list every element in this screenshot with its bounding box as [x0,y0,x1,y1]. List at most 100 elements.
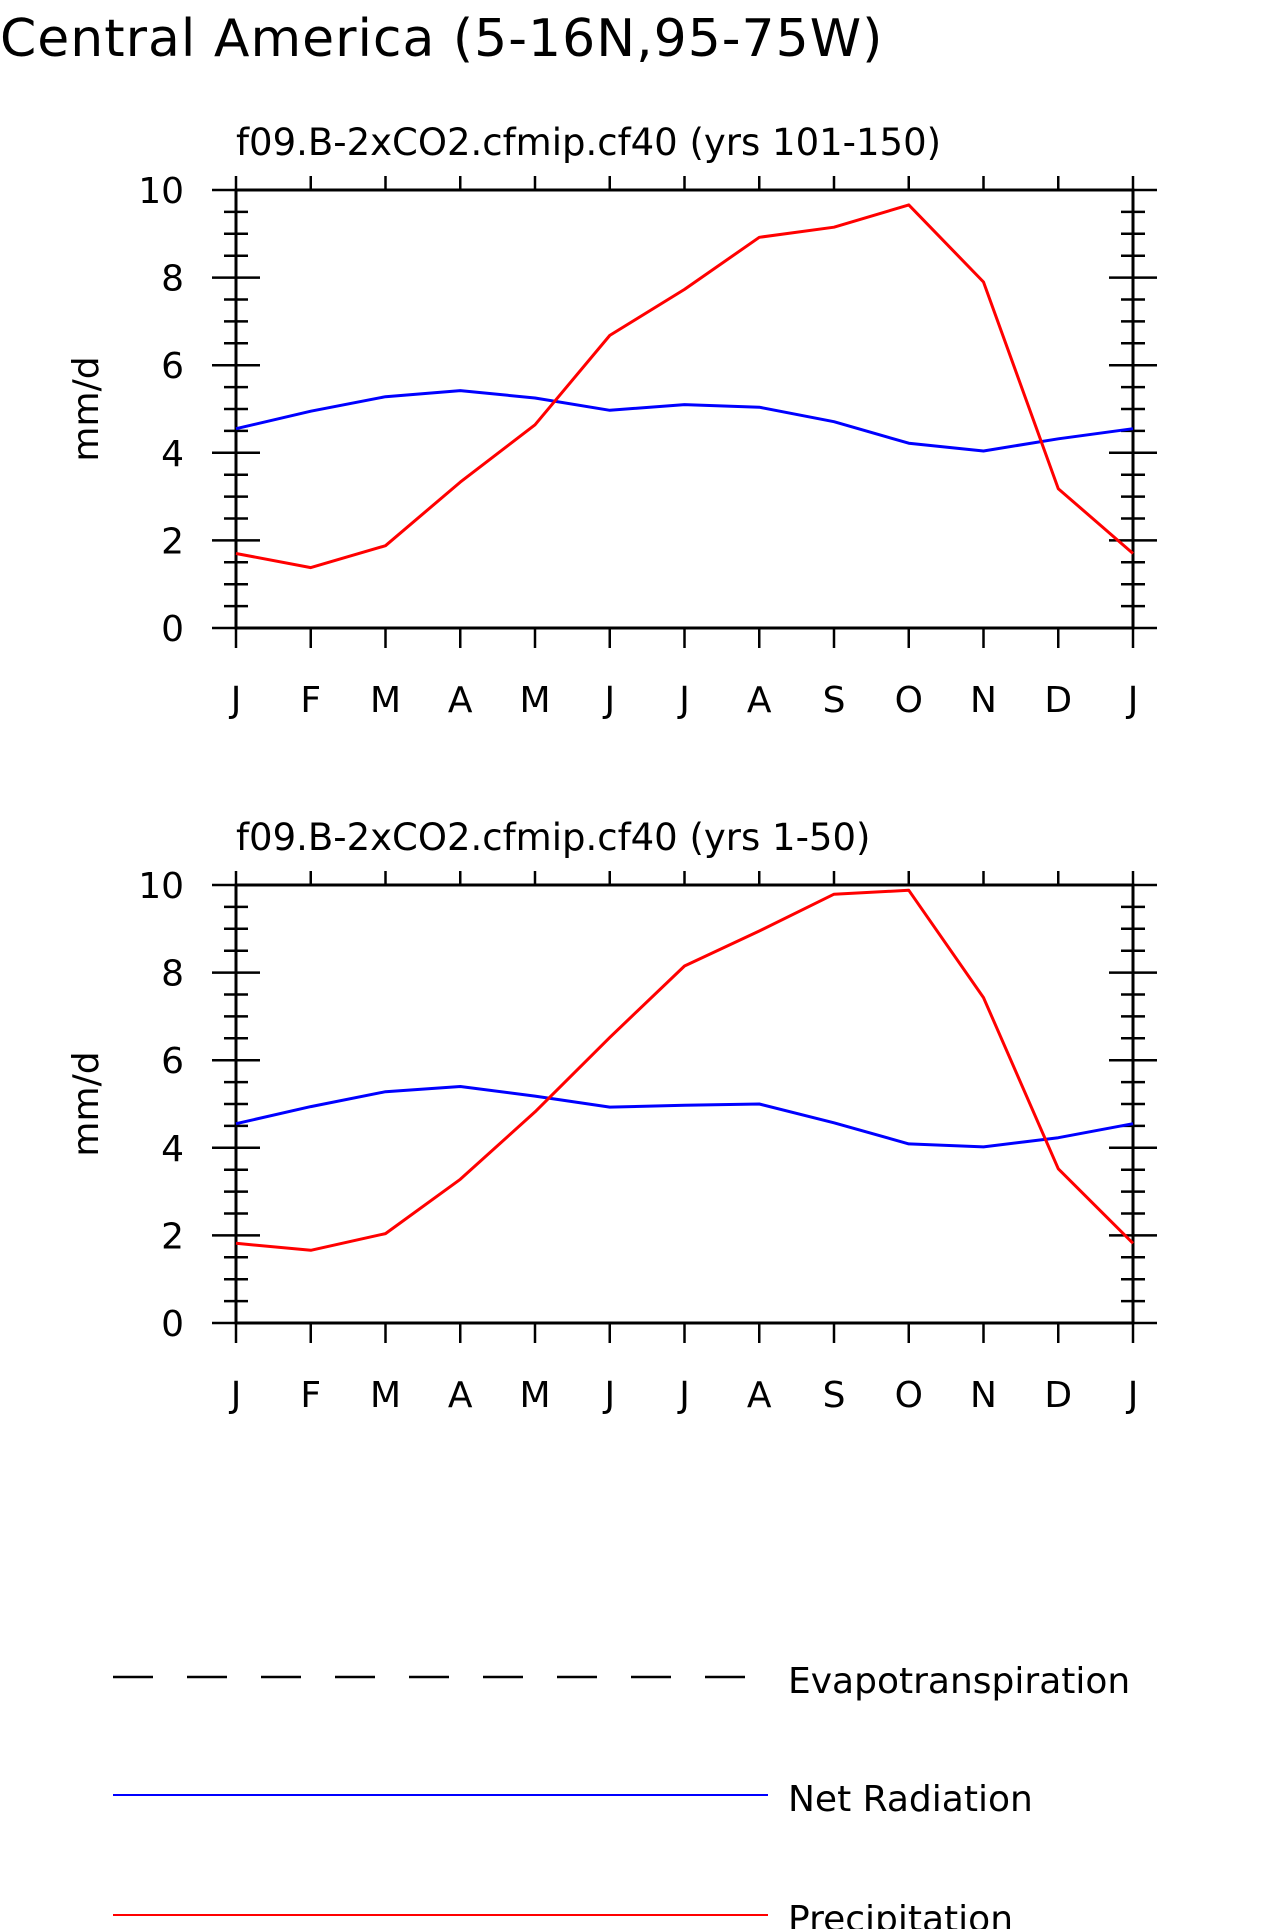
legend-item-evapotranspiration: Evapotranspiration [113,1661,1130,1702]
series-line-net-radiation [235,389,1134,453]
data-point-precipitation [309,566,313,570]
data-point-precipitation [608,1035,612,1039]
data-point-precipitation [832,225,836,229]
data-point-net-radiation [384,1090,388,1094]
data-point-net-radiation [234,427,238,431]
x-tick-label: M [519,680,550,721]
x-tick-label: J [1126,680,1139,721]
data-point-precipitation [907,203,911,207]
y-tick-label: 0 [161,609,184,650]
x-tick-label: O [895,1375,923,1416]
data-point-net-radiation [309,409,313,413]
chart-panel-1: f09.B-2xCO2.cfmip.cf40 (yrs 101-150) 0 2 4 6… [66,121,1157,721]
data-point-precipitation [384,1232,388,1236]
y-axis-label: mm/d [66,1051,107,1156]
legend-label-evapotranspiration: Evapotranspiration [788,1661,1130,1702]
data-point-precipitation [683,964,687,968]
data-point-precipitation [533,1110,537,1114]
data-point-precipitation [1056,1167,1060,1171]
data-point-precipitation [234,552,238,556]
x-tick-label: A [448,680,473,721]
data-point-net-radiation [533,1094,537,1098]
data-point-precipitation [982,996,986,1000]
data-point-net-radiation [608,1105,612,1109]
data-point-net-radiation [982,449,986,453]
x-tick-label: J [1126,1375,1139,1416]
data-point-precipitation [683,287,687,291]
x-tick-label: J [229,680,242,721]
y-tick-label: 8 [161,259,184,300]
y-tick-label: 2 [161,521,184,562]
data-point-net-radiation [832,1121,836,1125]
y-tick-label: 6 [161,1041,184,1082]
x-tick-label: M [519,1375,550,1416]
series-line-net-radiation [235,1085,1134,1149]
x-tick-label: S [823,1375,846,1416]
y-axis-label: mm/d [66,356,107,461]
y-tick-label: 10 [138,171,184,212]
data-point-net-radiation [309,1105,313,1109]
data-point-net-radiation [1056,1136,1060,1140]
legend-label-precipitation: Precipitation [788,1899,1013,1929]
x-tick-label: F [300,1375,321,1416]
data-point-net-radiation [1056,437,1060,441]
data-point-precipitation [384,544,388,548]
x-tick-label: D [1044,1375,1072,1416]
x-tick-label: F [300,680,321,721]
series-line-precipitation [235,888,1135,1252]
x-tick-label: N [970,680,997,721]
legend-label-net-radiation: Net Radiation [788,1779,1033,1820]
data-point-precipitation [234,1241,238,1245]
y-tick-label: 0 [161,1304,184,1345]
data-point-precipitation [309,1248,313,1252]
panel-title: f09.B-2xCO2.cfmip.cf40 (yrs 1-50) [236,816,870,859]
panel-title: f09.B-2xCO2.cfmip.cf40 (yrs 101-150) [236,121,941,164]
data-point-net-radiation [683,403,687,407]
series-line-precipitation [235,203,1134,570]
main-title: Central America (5-16N,95-75W) [0,9,883,69]
x-tick-label: A [747,1375,772,1416]
data-point-precipitation [982,280,986,284]
data-point-net-radiation [608,408,612,412]
y-tick-label: 10 [138,866,184,907]
data-point-precipitation [1131,1241,1135,1245]
x-tick-label: J [677,680,690,721]
data-point-net-radiation [757,405,761,409]
x-tick-label: M [370,1375,401,1416]
plot-frame [234,188,1135,630]
x-tick-label: M [370,680,401,721]
legend-item-net-radiation: Net Radiation [113,1779,1033,1820]
legend-item-precipitation: Precipitation [113,1899,1013,1929]
data-point-precipitation [832,892,836,896]
data-point-net-radiation [683,1103,687,1107]
data-point-net-radiation [1131,427,1135,431]
y-tick-label: 4 [161,1129,184,1170]
data-point-net-radiation [458,1084,462,1088]
y-tick-label: 2 [161,1216,184,1257]
x-tick-label: A [747,680,772,721]
x-tick-label: D [1044,680,1072,721]
x-tick-label: N [970,1375,997,1416]
y-tick-label: 4 [161,434,184,475]
y-tick-label: 6 [161,346,184,387]
data-point-net-radiation [907,1142,911,1146]
data-point-precipitation [757,929,761,933]
data-point-net-radiation [458,389,462,393]
x-tick-label: S [823,680,846,721]
data-point-net-radiation [757,1102,761,1106]
x-tick-label: J [229,1375,242,1416]
x-tick-label: O [895,680,923,721]
data-point-net-radiation [832,420,836,424]
x-tick-label: J [602,680,615,721]
data-point-net-radiation [907,441,911,445]
data-point-net-radiation [234,1122,238,1126]
x-tick-label: A [448,1375,473,1416]
data-point-precipitation [1056,487,1060,491]
data-point-net-radiation [1131,1122,1135,1126]
x-tick-label: J [677,1375,690,1416]
data-point-precipitation [458,480,462,484]
x-tick-label: J [602,1375,615,1416]
chart-panel-2: f09.B-2xCO2.cfmip.cf40 (yrs 1-50) 0 2 4 6 8 10… [66,816,1157,1416]
y-tick-label: 8 [161,954,184,995]
